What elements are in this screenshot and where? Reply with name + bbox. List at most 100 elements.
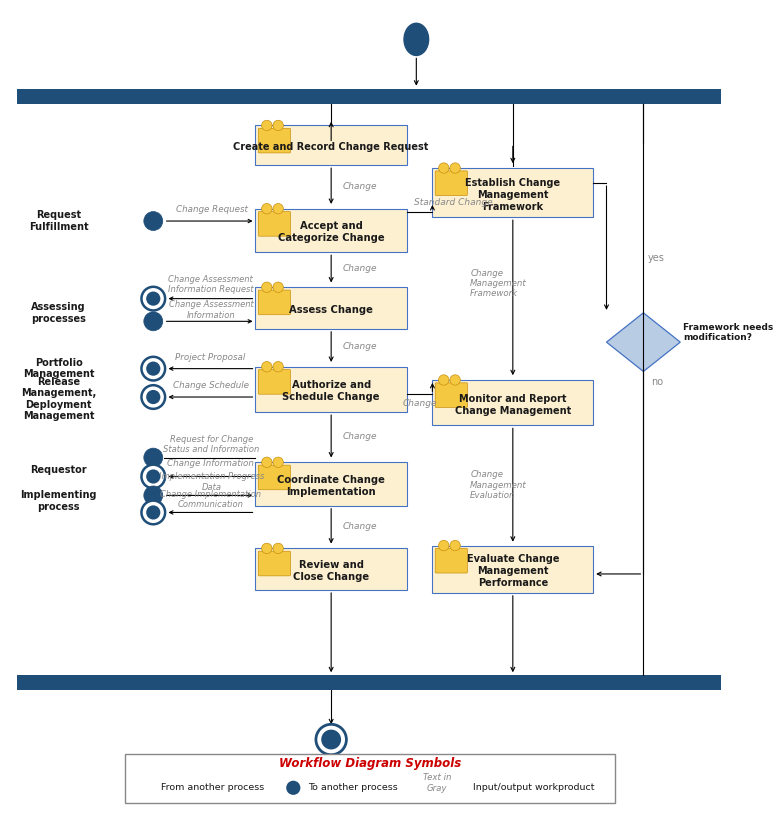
Ellipse shape [404,23,429,56]
Text: Request for Change
Status and Information: Request for Change Status and Informatio… [163,435,260,454]
Circle shape [439,163,449,173]
Circle shape [144,448,163,467]
Circle shape [273,203,283,214]
Text: Implementation Progress
Data: Implementation Progress Data [159,472,264,492]
Circle shape [439,540,449,551]
Text: Change Implementation
Communication: Change Implementation Communication [160,490,261,509]
Circle shape [146,505,160,520]
Bar [17,89,721,104]
FancyBboxPatch shape [436,549,468,573]
Text: Requestor: Requestor [30,465,87,475]
Circle shape [146,390,160,404]
Polygon shape [607,313,680,372]
Text: Change
Management
Framework: Change Management Framework [470,269,527,298]
Circle shape [142,287,165,310]
Text: Framework needs
modification?: Framework needs modification? [683,323,773,343]
Text: From another process: From another process [161,784,264,793]
Circle shape [450,540,461,551]
Circle shape [273,282,283,292]
Bar [256,208,407,252]
Bar [256,462,407,505]
Text: To another process: To another process [308,784,398,793]
Circle shape [142,465,165,488]
Text: Establish Change
Management
Framework: Establish Change Management Framework [465,178,561,212]
Bar [125,754,615,803]
Text: Change: Change [343,343,377,351]
Text: Evaluate Change
Management
Performance: Evaluate Change Management Performance [467,554,559,588]
Text: Monitor and Report
Change Management: Monitor and Report Change Management [454,393,571,416]
FancyBboxPatch shape [436,383,468,408]
Text: Change Information: Change Information [167,459,254,468]
Circle shape [273,120,283,130]
Text: Change: Change [343,264,377,273]
Text: Change: Change [343,432,377,441]
Text: Change: Change [343,522,377,530]
Text: Assess Change: Assess Change [289,305,373,315]
Circle shape [144,312,163,331]
FancyBboxPatch shape [436,171,468,196]
Circle shape [273,457,283,467]
Text: Project Proposal: Project Proposal [175,353,246,362]
Circle shape [450,375,461,385]
Text: Change Assessment
Information: Change Assessment Information [169,300,254,320]
Bar [432,380,594,426]
Circle shape [144,486,163,505]
Text: Change: Change [343,182,377,191]
FancyBboxPatch shape [258,290,290,315]
Text: Input/output workproduct: Input/output workproduct [473,784,594,793]
Text: Text in
Gray: Text in Gray [423,774,451,793]
Text: Release
Management,
Deployment
Management: Release Management, Deployment Managemen… [21,377,96,422]
Circle shape [273,362,283,372]
Circle shape [262,203,272,214]
Text: Implementing
process: Implementing process [20,491,97,512]
Circle shape [146,470,160,484]
Circle shape [262,543,272,554]
Text: Review and
Close Change: Review and Close Change [293,560,369,582]
Bar [17,675,721,691]
Circle shape [146,291,160,305]
Circle shape [316,725,346,754]
Text: Assessing
processes: Assessing processes [31,302,86,324]
FancyBboxPatch shape [258,129,290,153]
Circle shape [450,163,461,173]
Circle shape [142,500,165,525]
Text: Standard Change: Standard Change [414,198,493,207]
Circle shape [439,375,449,385]
Text: Change
Management
Evaluation: Change Management Evaluation [470,470,527,500]
Circle shape [273,543,283,554]
Circle shape [136,779,155,798]
Circle shape [144,212,163,231]
Circle shape [142,385,165,409]
Text: Create and Record Change Request: Create and Record Change Request [234,142,429,152]
FancyBboxPatch shape [258,369,290,394]
Circle shape [321,730,341,749]
Text: yes: yes [648,253,665,263]
Circle shape [146,362,160,376]
FancyBboxPatch shape [258,212,290,237]
Bar [256,367,407,413]
Text: no: no [651,377,663,387]
Text: Authorize and
Schedule Change: Authorize and Schedule Change [282,380,380,403]
Bar [432,545,594,593]
Bar [256,549,407,590]
Text: Change: Change [403,399,437,408]
FancyBboxPatch shape [258,551,290,576]
Text: Workflow Diagram Symbols: Workflow Diagram Symbols [279,757,461,769]
Text: Change Assessment
Information Request: Change Assessment Information Request [167,275,253,294]
Circle shape [262,120,272,130]
Bar [256,287,407,329]
Text: Coordinate Change
Implementation: Coordinate Change Implementation [278,475,385,497]
Circle shape [286,781,300,795]
Circle shape [262,282,272,292]
Bar [256,125,407,165]
Circle shape [262,362,272,372]
Text: Accept and
Categorize Change: Accept and Categorize Change [278,222,385,243]
Bar [432,168,594,217]
Text: Change Request: Change Request [175,205,247,214]
Circle shape [142,357,165,380]
Text: Request
Fulfillment: Request Fulfillment [29,210,88,232]
Circle shape [282,776,305,799]
Text: Change Schedule: Change Schedule [173,381,249,390]
FancyBboxPatch shape [258,465,290,490]
Text: Portfolio
Management: Portfolio Management [23,358,95,379]
